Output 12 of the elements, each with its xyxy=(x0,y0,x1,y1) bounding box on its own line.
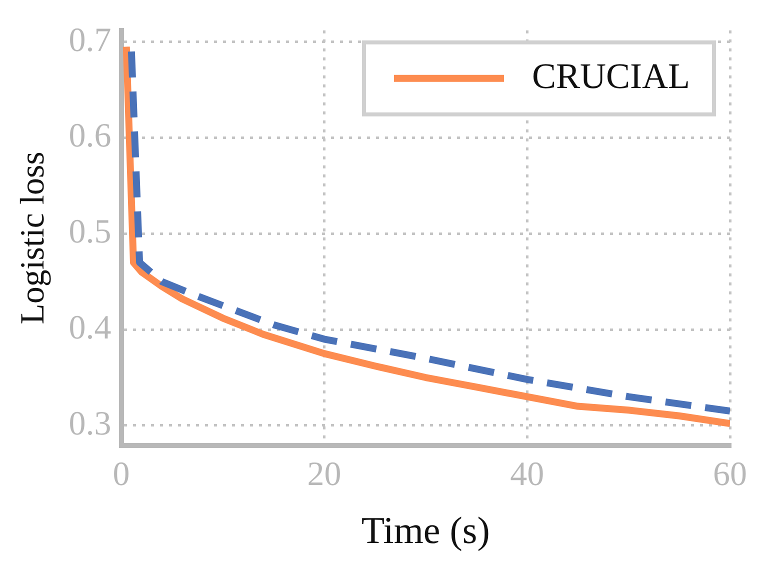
legend-label: CRUCIAL xyxy=(532,56,690,96)
y-tick-label: 0.3 xyxy=(68,405,112,442)
y-axis-title: Logistic loss xyxy=(14,152,52,324)
x-tick-label: 20 xyxy=(307,456,342,493)
x-tick-label: 60 xyxy=(713,456,747,493)
y-tick-label: 0.6 xyxy=(68,118,112,155)
x-tick-label: 0 xyxy=(112,456,130,493)
y-tick-label: 0.5 xyxy=(68,214,112,251)
y-tick-label: 0.7 xyxy=(68,22,112,59)
x-axis-title: Time (s) xyxy=(361,510,490,552)
y-tick-label: 0.4 xyxy=(68,309,112,346)
x-tick-label: 40 xyxy=(510,456,544,493)
